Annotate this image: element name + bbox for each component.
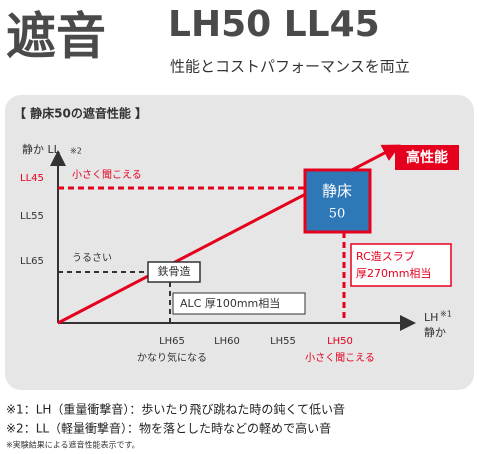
steel-box [147,261,201,283]
x-axis-label: LH [424,311,438,324]
footnote: ※1：LH（重量衝撃音）：歩いたり飛び跳ねた時の鈍くて低い音 [6,402,345,417]
footnote: ※2：LL（軽量衝撃音）：物を落とした時などの軽めで高い音 [6,421,331,436]
x-note: かなり気になる [137,351,207,364]
y-axis-label: 静か LL [22,142,61,156]
y-axis-note: ※2 [70,147,82,156]
y-note: うるさい [72,252,112,264]
y-tick: LL55 [20,211,44,222]
x-note: 小さく聞こえる [305,352,375,364]
y-tick: LL65 [20,256,44,267]
alc-text: ALC 厚100mm相当 [180,296,280,310]
y-tick: LL45 [20,173,44,184]
y-note: 小さく聞こえる [72,169,142,181]
rc-text: 厚270mm相当 [356,266,431,280]
rc-box [350,243,452,287]
x-axis-sub: 静か [424,325,446,339]
steel-text: 鉄骨造 [158,264,191,278]
alc-box [172,292,306,315]
badge-text: 高性能 [406,149,448,166]
rc-text: RC造スラブ [356,249,415,263]
product-logo [303,168,372,234]
badge [395,145,459,170]
title: 遮音 [6,8,106,66]
x-tick: LH50 [327,336,353,347]
footnote-small: ※実験結果による遮音性能表示です。 [6,440,140,450]
product-text: 50 [329,207,346,222]
panel-heading: 【 静床50の遮音性能 】 [14,106,147,121]
x-tick: LH55 [270,336,296,347]
x-tick: LH65 [159,336,185,347]
product-text: 静床 [322,182,352,200]
x-axis-note: ※1 [440,310,452,319]
x-tick: LH60 [214,336,240,347]
model: LH50 LL45 [168,4,380,45]
subtitle: 性能とコストパフォーマンスを両立 [170,58,410,76]
